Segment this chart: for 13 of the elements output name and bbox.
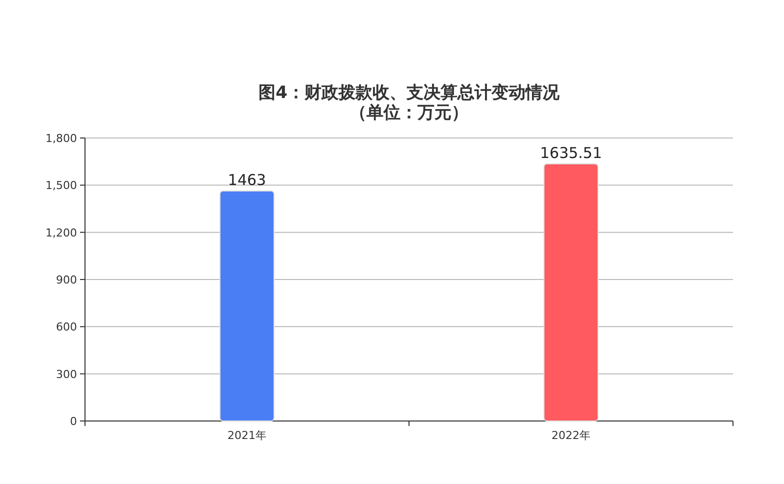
y-tick-label: 1,200 xyxy=(46,226,77,240)
data-label: 1463 xyxy=(228,170,266,189)
chart-subtitle: （单位：万元） xyxy=(350,103,468,123)
chart-title: 图4：财政拨款收、支决算总计变动情况 xyxy=(258,83,560,103)
y-tick-label: 0 xyxy=(70,415,77,428)
y-tick-label: 600 xyxy=(56,320,77,334)
y-tick-label: 1,800 xyxy=(46,132,77,145)
y-tick-label: 300 xyxy=(56,368,77,381)
x-tick-label: 2022年 xyxy=(552,429,590,442)
data-label: 1635.51 xyxy=(540,144,602,162)
y-tick-label: 900 xyxy=(56,274,77,286)
y-tick-label: 1,500 xyxy=(46,179,77,192)
x-tick-label: 2021年 xyxy=(228,429,266,442)
